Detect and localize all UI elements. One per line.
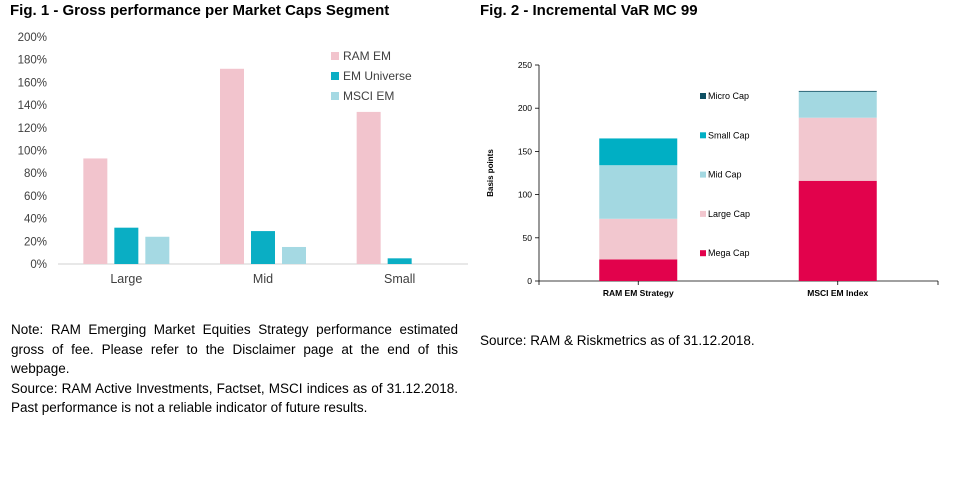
legend-swatch-em-universe [331, 72, 339, 80]
legend-label-em-universe: EM Universe [343, 69, 412, 83]
bar-segment-large-cap-ram-em-strategy [599, 218, 678, 260]
figure-1-panel: Fig. 1 - Gross performance per Market Ca… [0, 0, 470, 491]
y-tick-label: 160% [18, 77, 47, 89]
y-tick-label: 50 [523, 233, 533, 243]
legend-label-micro-cap: Micro Cap [708, 91, 749, 101]
bar-ram-em-large [83, 158, 108, 264]
figure-2-chart: 0 50 100 150 200 250 Basis points RAM EM Strate… [486, 60, 939, 298]
figure-2-title: Fig. 2 - Incremental VaR MC 99 [480, 2, 698, 19]
figure-2-panel: Fig. 2 - Incremental VaR MC 99 0 50 100 150… [478, 0, 960, 491]
y-tick-label: 100 [518, 190, 532, 200]
y-tick-label: 60% [24, 191, 47, 203]
bar-segment-small-cap-ram-em-strategy [599, 138, 678, 166]
y-tick-label: 40% [24, 214, 47, 226]
y-tick-label: 200% [18, 32, 47, 44]
y-tick-label: 0% [30, 259, 47, 271]
bar-segment-mid-cap-msci-em-index [798, 91, 877, 118]
y-tick-label: 100% [18, 146, 47, 158]
y-axis-label: Basis points [486, 149, 495, 197]
x-tick-label: MSCI EM Index [807, 288, 868, 298]
bar-msci-em-large [145, 236, 170, 264]
legend-swatch-micro-cap [700, 93, 706, 99]
y-tick-label: 180% [18, 55, 47, 67]
legend-label-small-cap: Small Cap [708, 130, 750, 140]
legend-swatch-large-cap [700, 210, 706, 217]
legend-swatch-ram-em [331, 52, 339, 60]
y-tick-label: 20% [24, 236, 47, 248]
figure-1-note: Note: RAM Emerging Market Equities Strat… [11, 322, 458, 376]
bar-segment-mid-cap-ram-em-strategy [599, 165, 678, 219]
figure-2-source: Source: RAM & Riskmetrics as of 31.12.20… [480, 333, 755, 348]
y-tick-label: 80% [24, 168, 47, 180]
legend-label-ram-em: RAM EM [343, 49, 391, 63]
x-tick-label: Small [384, 272, 415, 286]
y-tick-label: 200 [518, 103, 532, 113]
x-tick-label: Mid [253, 272, 273, 286]
figure-1-chart: 0% 20% 40% 60% 80% 100% 120% 140% 160% 180% 200% La… [18, 32, 468, 286]
x-tick-label: RAM EM Strategy [603, 288, 674, 298]
bar-segment-mega-cap-msci-em-index [798, 180, 877, 281]
legend-label-mega-cap: Mega Cap [708, 248, 750, 258]
legend-swatch-msci-em [331, 92, 339, 100]
bar-ram-em-mid [220, 68, 244, 264]
bar-segment-micro-cap-msci-em-index [798, 90, 877, 92]
y-tick-label: 0 [527, 276, 532, 286]
y-tick-label: 150 [518, 146, 532, 156]
y-tick-label: 120% [18, 123, 47, 135]
legend-swatch-mega-cap [700, 250, 706, 257]
legend-label-msci-em: MSCI EM [343, 89, 394, 103]
legend-swatch-small-cap [700, 132, 706, 139]
bar-segment-mega-cap-ram-em-strategy [599, 259, 678, 281]
x-tick-label: Large [110, 272, 142, 286]
legend-label-large-cap: Large Cap [708, 209, 750, 219]
bar-em-universe-mid [251, 231, 275, 264]
y-tick-label: 250 [518, 60, 532, 70]
legend-label-mid-cap: Mid Cap [708, 170, 742, 180]
bar-segment-large-cap-msci-em-index [798, 117, 877, 181]
figure-1-title: Fig. 1 - Gross performance per Market Ca… [10, 2, 390, 19]
y-tick-label: 140% [18, 100, 47, 112]
figure-1-notes: Note: RAM Emerging Market Equities Strat… [11, 320, 458, 418]
bar-msci-em-mid [282, 246, 306, 264]
bar-ram-em-small [356, 111, 381, 264]
legend-swatch-mid-cap [700, 171, 706, 178]
bar-em-universe-large [114, 227, 139, 264]
bar-em-universe-small [387, 258, 412, 264]
figure-1-source: Source: RAM Active Investments, Factset,… [11, 380, 458, 416]
